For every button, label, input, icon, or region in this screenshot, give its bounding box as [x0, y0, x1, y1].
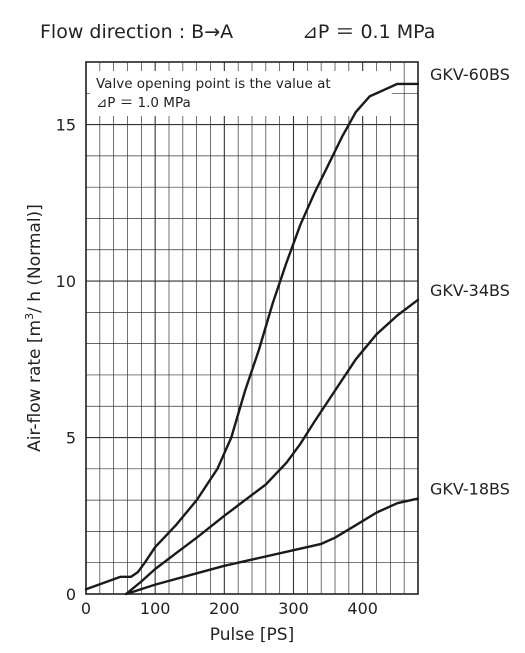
chart-title: Flow direction : B→A — [40, 21, 233, 43]
note-line-2: ⊿P ＝ 1.0 MPa — [96, 95, 191, 111]
y-tick-label: 5 — [66, 429, 76, 448]
y-axis-label-part-2: / h (Normal)] — [25, 204, 45, 313]
y-axis-label: Air-flow rate [m3/ h (Normal)] — [23, 204, 45, 452]
note-line-1: Valve opening point is the value at — [96, 76, 331, 92]
x-tick-label: 300 — [278, 599, 309, 618]
series-line-gkv-18bs — [124, 497, 420, 596]
plot-frame — [85, 61, 419, 595]
series-labels: GKV-60BS GKV-34BS GKV-18BS — [430, 65, 510, 499]
y-tick-label: 15 — [56, 116, 76, 135]
series-lines — [84, 82, 420, 596]
note-background — [90, 71, 392, 116]
series-label-gkv-60bs: GKV-60BS — [430, 65, 510, 84]
x-tick-label: 100 — [140, 599, 171, 618]
x-tick-label: 0 — [81, 599, 91, 618]
y-axis-label-part-1: Air-flow rate [m — [25, 320, 45, 452]
x-tick-label: 200 — [209, 599, 240, 618]
series-line-gkv-34bs — [124, 298, 420, 596]
chart-subtitle: ⊿P ＝ 0.1 MPa — [302, 21, 435, 43]
x-axis-label: Pulse [PS] — [210, 625, 294, 645]
grid-minor — [86, 61, 419, 594]
y-axis-label-superscript: 3 — [23, 313, 36, 320]
y-tick-labels: 0 5 10 15 — [56, 116, 76, 604]
series-line-gkv-60bs — [84, 82, 420, 591]
annotation-note: Valve opening point is the value at ⊿P ＝… — [90, 71, 392, 116]
x-tick-label: 400 — [347, 599, 378, 618]
y-tick-label: 10 — [56, 272, 76, 291]
x-tick-labels: 0 100 200 300 400 — [81, 599, 378, 618]
series-label-gkv-18bs: GKV-18BS — [430, 480, 510, 499]
y-tick-label: 0 — [66, 585, 76, 604]
series-label-gkv-34bs: GKV-34BS — [430, 281, 510, 300]
